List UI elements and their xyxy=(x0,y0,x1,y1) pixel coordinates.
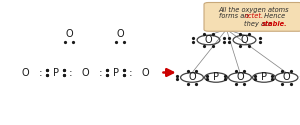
Text: P: P xyxy=(112,68,118,78)
Text: All the oxygen atoms: All the oxygen atoms xyxy=(218,7,289,13)
Text: :: : xyxy=(39,68,42,78)
Text: O: O xyxy=(116,29,124,39)
Text: O: O xyxy=(82,68,89,78)
Text: they are: they are xyxy=(244,21,274,27)
Text: Hence: Hence xyxy=(262,13,285,19)
Text: stable.: stable. xyxy=(262,21,287,27)
Text: O: O xyxy=(205,35,212,45)
Text: O: O xyxy=(283,72,290,83)
Text: :: : xyxy=(69,68,72,78)
Text: P: P xyxy=(52,68,59,78)
Text: P: P xyxy=(261,72,267,83)
Text: :: : xyxy=(99,68,102,78)
Text: O: O xyxy=(188,72,196,83)
Text: O: O xyxy=(241,35,248,45)
Text: forms an: forms an xyxy=(219,13,250,19)
Text: O: O xyxy=(236,72,244,83)
Text: octet.: octet. xyxy=(245,13,264,19)
Text: O: O xyxy=(22,68,29,78)
Text: P: P xyxy=(213,72,219,83)
Text: O: O xyxy=(142,68,149,78)
Text: O: O xyxy=(65,29,73,39)
FancyBboxPatch shape xyxy=(204,2,300,31)
Text: :: : xyxy=(129,68,132,78)
